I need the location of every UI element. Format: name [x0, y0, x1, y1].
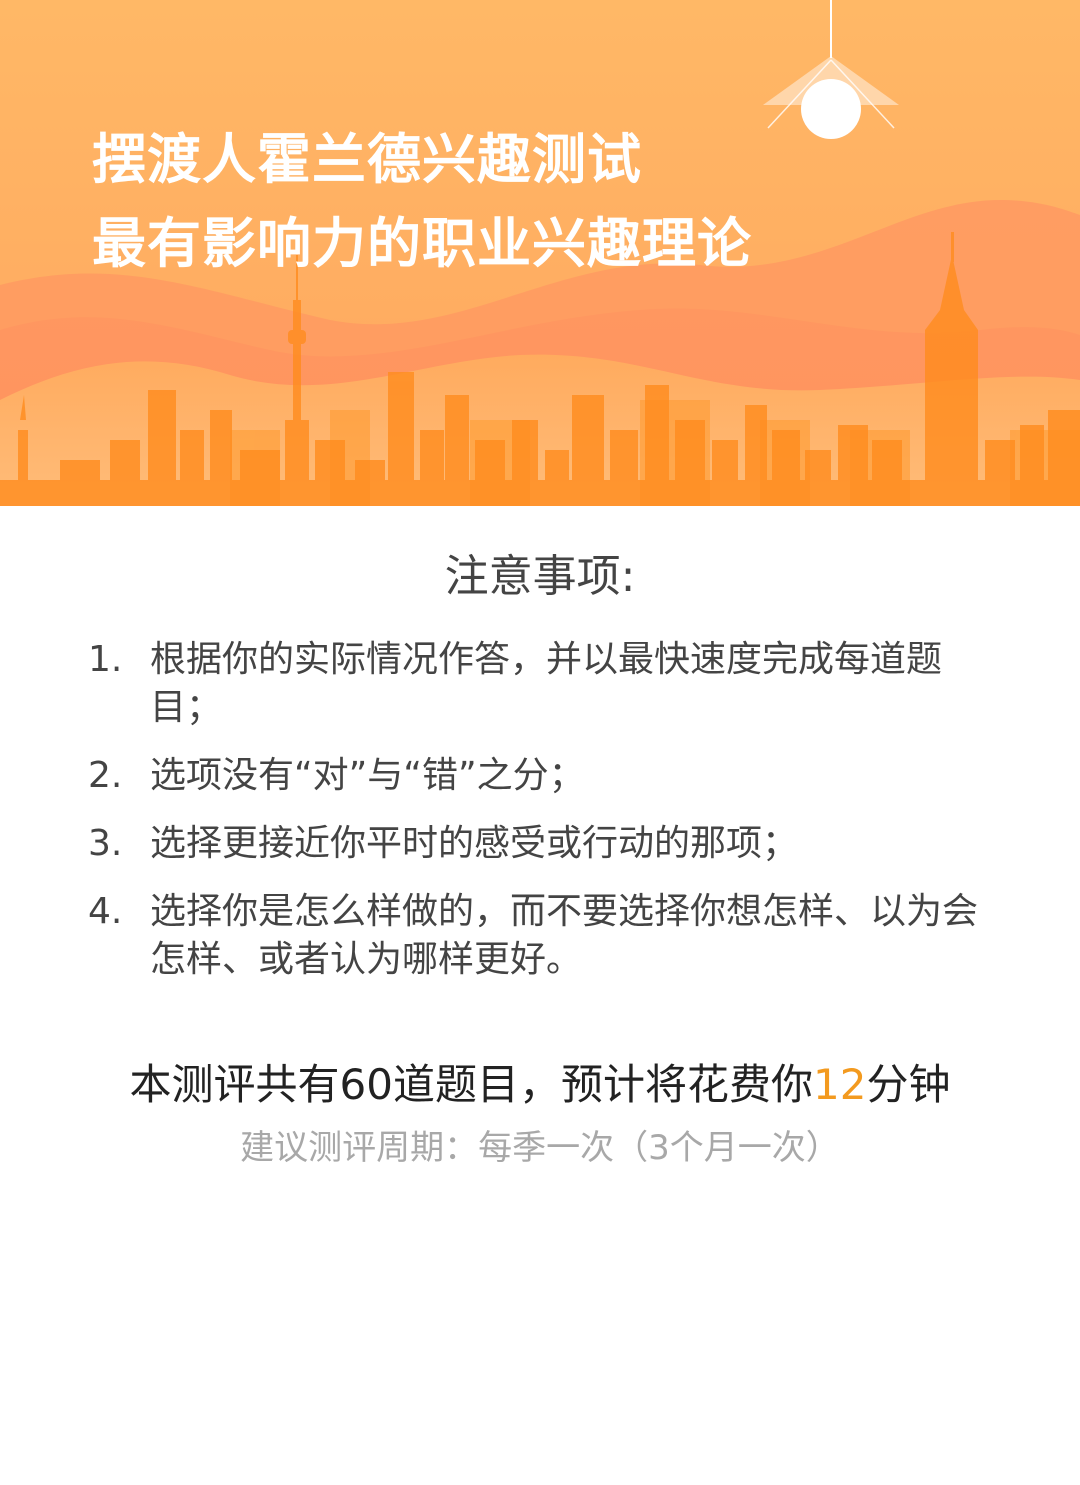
- rule-number: 2.: [88, 755, 123, 796]
- rule-number: 4.: [88, 891, 123, 932]
- summary-suffix: 分钟: [866, 1060, 951, 1109]
- summary-section: 本测评共有60道题目，预计将花费你12分钟 建议测评周期：每季一次（3个月一次）: [0, 1052, 1080, 1172]
- test-frequency-note: 建议测评周期：每季一次（3个月一次）: [240, 1128, 840, 1168]
- rule-item: 1. 根据你的实际情况作答，并以最快速度完成每道题目；: [0, 636, 1080, 732]
- summary-prefix: 本测评共有60道题目，预计将花费你: [129, 1060, 813, 1109]
- rule-item: 4. 选择你是怎么样做的，而不要选择你想怎样、以为会怎样、或者认为哪样更好。: [0, 888, 1080, 984]
- rule-item: 2. 选项没有“对”与“错”之分；: [0, 752, 1080, 800]
- banner-title-line-2: 最有影响力的职业兴趣理论: [92, 212, 752, 275]
- rule-text: 根据你的实际情况作答，并以最快速度完成每道题目；: [150, 639, 943, 728]
- banner-illustration: [0, 0, 1080, 506]
- lamp-icon: [763, 0, 899, 139]
- rule-text: 选择更接近你平时的感受或行动的那项；: [150, 823, 799, 864]
- banner-title: 摆渡人霍兰德兴趣测试 最有影响力的职业兴趣理论: [92, 118, 752, 286]
- rule-number: 1.: [88, 639, 123, 680]
- rule-item: 3. 选择更接近你平时的感受或行动的那项；: [0, 820, 1080, 868]
- test-summary: 本测评共有60道题目，预计将花费你12分钟: [0, 1052, 1080, 1118]
- rule-text: 选择你是怎么样做的，而不要选择你想怎样、以为会怎样、或者认为哪样更好。: [150, 891, 979, 980]
- duration-minutes: 12: [812, 1060, 867, 1109]
- notice-title: 注意事项:: [444, 551, 636, 602]
- notice-section: 注意事项: 1. 根据你的实际情况作答，并以最快速度完成每道题目； 2. 选项没…: [0, 540, 1080, 1004]
- rules-list: 1. 根据你的实际情况作答，并以最快速度完成每道题目； 2. 选项没有“对”与“…: [0, 636, 1080, 984]
- rule-number: 3.: [88, 823, 123, 864]
- skyline-front: [0, 232, 1080, 506]
- banner-title-line-1: 摆渡人霍兰德兴趣测试: [92, 128, 642, 191]
- rule-text: 选项没有“对”与“错”之分；: [150, 755, 585, 796]
- header-banner: 摆渡人霍兰德兴趣测试 最有影响力的职业兴趣理论: [0, 0, 1080, 506]
